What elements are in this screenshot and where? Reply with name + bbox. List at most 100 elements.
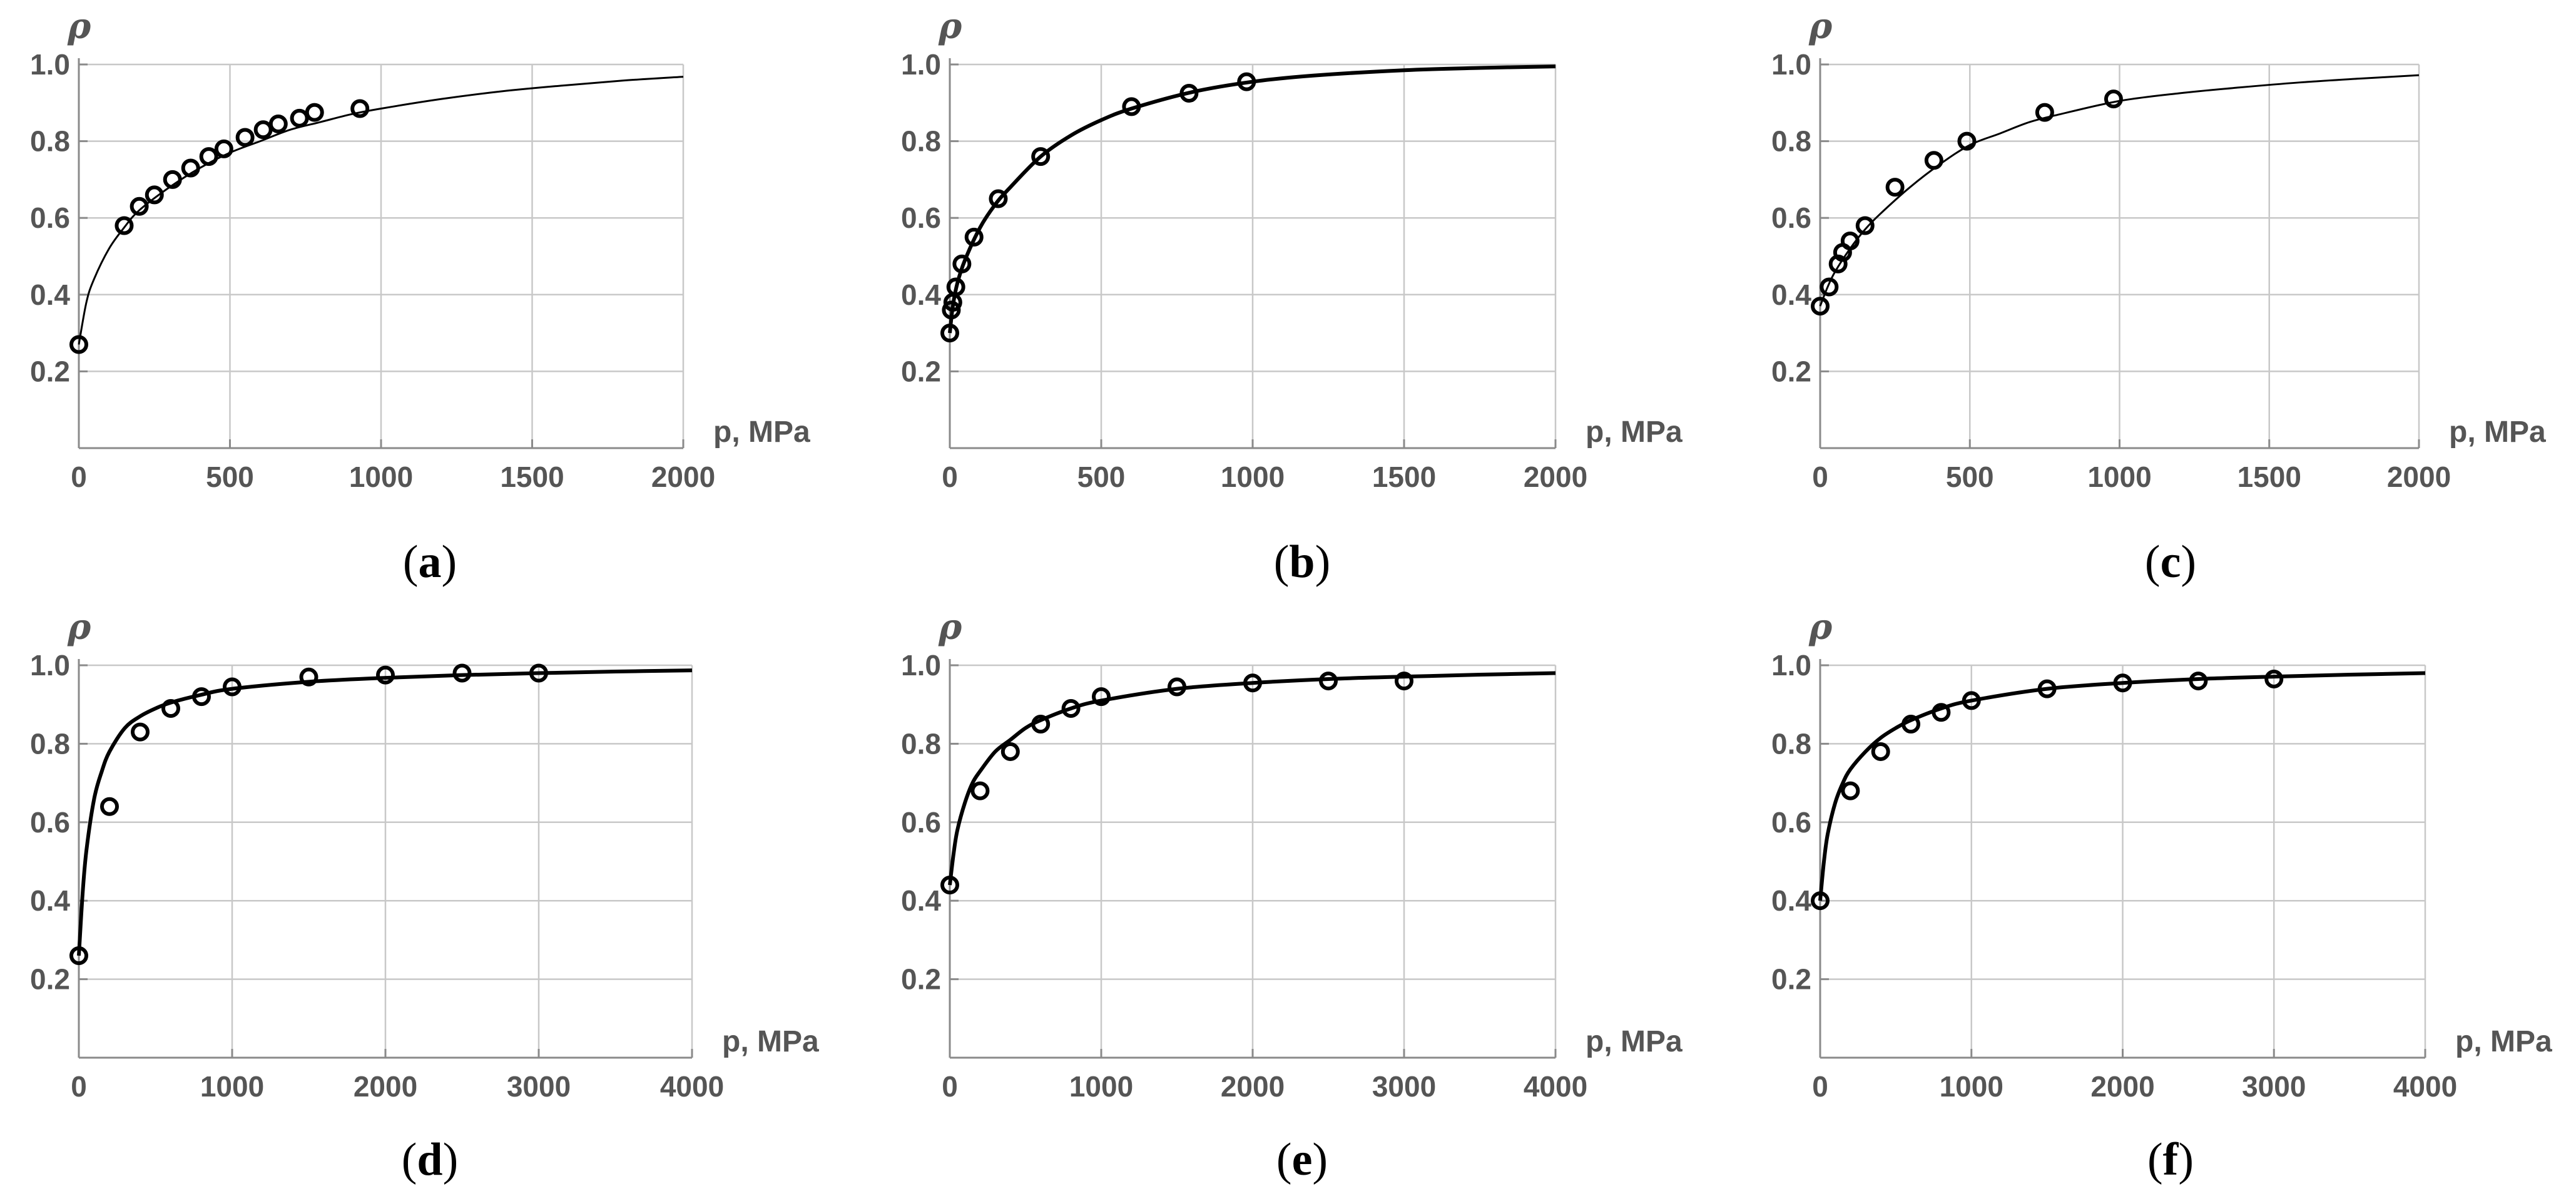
data-point — [940, 876, 959, 895]
data-point — [1811, 297, 1830, 316]
y-tick-label: 0.6 — [30, 202, 70, 234]
x-tick-label: 0 — [71, 461, 87, 493]
data-point — [69, 335, 88, 354]
y-tick-label: 0.6 — [30, 806, 70, 839]
x-tick-label: 4000 — [1524, 1070, 1587, 1103]
data-point — [1841, 781, 1860, 800]
data-point — [1901, 715, 1921, 734]
panel-caption: (f) — [2147, 1134, 2194, 1185]
data-point — [268, 115, 288, 134]
y-tick-label: 0.8 — [901, 125, 941, 158]
data-point — [1840, 231, 1860, 250]
x-tick-label: 2000 — [354, 1070, 417, 1103]
y-tick-label: 0.4 — [30, 279, 70, 311]
x-tick-label: 2000 — [2090, 1070, 2154, 1103]
y-axis-label: ρ — [1808, 606, 1833, 648]
x-tick-label: 2000 — [1221, 1070, 1285, 1103]
y-tick-label: 0.2 — [30, 963, 70, 996]
x-tick-label: 1000 — [2087, 461, 2151, 493]
data-point — [181, 158, 200, 178]
chart-panel-a: 0.2 0.4 0.6 0.8 1.0 0 500 1000 1500 2000 ρ p, MPa (a… — [30, 6, 810, 588]
data-point — [946, 277, 965, 297]
x-tick-label: 1000 — [200, 1070, 264, 1103]
x-tick-label: 500 — [1077, 461, 1126, 493]
x-tick-label: 1500 — [1372, 461, 1436, 493]
y-tick-label: 1.0 — [901, 649, 941, 682]
y-tick-label: 0.6 — [1771, 806, 1811, 839]
data-point — [1957, 131, 1977, 151]
data-point — [1243, 673, 1262, 693]
data-point — [223, 677, 242, 697]
y-tick-label: 0.2 — [901, 963, 941, 996]
data-point — [305, 103, 324, 122]
data-point — [1061, 698, 1081, 718]
y-tick-label: 0.8 — [901, 727, 941, 760]
y-axis-label: ρ — [67, 6, 91, 47]
x-axis-label: p, MPa — [713, 416, 810, 449]
x-tick-label: 0 — [1812, 1070, 1828, 1103]
data-point — [2113, 673, 2132, 693]
data-point — [1237, 72, 1256, 91]
data-point — [1871, 742, 1890, 761]
data-point — [1820, 277, 1839, 297]
data-point — [299, 667, 318, 687]
x-tick-label: 1000 — [1221, 461, 1285, 493]
data-point — [130, 197, 149, 216]
y-axis-label: ρ — [67, 606, 91, 648]
y-tick-label: 0.4 — [30, 884, 70, 917]
data-point — [1932, 703, 1951, 722]
x-tick-label: 4000 — [660, 1070, 724, 1103]
data-point — [964, 227, 984, 247]
data-point — [1122, 97, 1141, 116]
data-point — [529, 663, 548, 683]
data-point — [1924, 151, 1943, 170]
y-tick-label: 0.4 — [1771, 279, 1811, 311]
data-point — [1395, 672, 1413, 691]
y-tick-label: 1.0 — [30, 649, 70, 682]
x-tick-label: 0 — [942, 461, 958, 493]
x-tick-label: 2000 — [1524, 461, 1587, 493]
data-point — [69, 946, 88, 965]
y-tick-label: 0.4 — [901, 884, 941, 917]
y-tick-label: 0.2 — [1771, 355, 1811, 387]
data-point — [163, 170, 182, 189]
panel-caption: (d) — [402, 1134, 458, 1185]
panel-caption: (c) — [2145, 536, 2196, 588]
data-point — [145, 185, 164, 205]
data-point — [1319, 672, 1338, 691]
y-axis-label: ρ — [938, 606, 962, 648]
y-tick-label: 0.6 — [901, 202, 941, 234]
x-axis-label: p, MPa — [2449, 416, 2546, 449]
data-point — [199, 147, 218, 166]
x-tick-label: 0 — [942, 1070, 958, 1103]
y-tick-label: 0.4 — [1771, 884, 1811, 917]
data-point — [1168, 677, 1186, 697]
fit-curve-line — [1818, 671, 2426, 901]
data-point — [940, 324, 959, 343]
data-point — [350, 99, 370, 118]
data-point — [1000, 742, 1020, 761]
data-point — [253, 120, 273, 140]
x-tick-label: 1000 — [1069, 1070, 1133, 1103]
data-point — [1885, 178, 1905, 197]
data-point — [1031, 715, 1051, 734]
chart-panel-f: 0.2 0.4 0.6 0.8 1.0 0 1000 2000 3000 4000 ρ p, MPa (… — [1771, 606, 2552, 1185]
data-point — [952, 254, 972, 273]
y-tick-label: 1.0 — [30, 48, 70, 81]
x-tick-label: 1500 — [500, 461, 564, 493]
x-tick-label: 0 — [1812, 461, 1828, 493]
data-point — [452, 663, 472, 683]
y-tick-label: 0.4 — [901, 279, 941, 311]
data-point — [1092, 687, 1111, 707]
x-tick-label: 500 — [1946, 461, 1994, 493]
x-axis-label: p, MPa — [2455, 1025, 2552, 1058]
panel-caption: (e) — [1276, 1134, 1328, 1185]
x-tick-label: 1000 — [1940, 1070, 2003, 1103]
data-point — [214, 139, 233, 158]
data-point — [115, 216, 134, 235]
x-axis-label: p, MPa — [1586, 416, 1683, 449]
data-point — [2037, 679, 2057, 698]
data-point — [970, 781, 990, 800]
x-tick-label: 2000 — [2387, 461, 2451, 493]
chart-panel-d: 0.2 0.4 0.6 0.8 1.0 0 1000 2000 3000 4000 ρ p, MPa (… — [30, 606, 819, 1185]
